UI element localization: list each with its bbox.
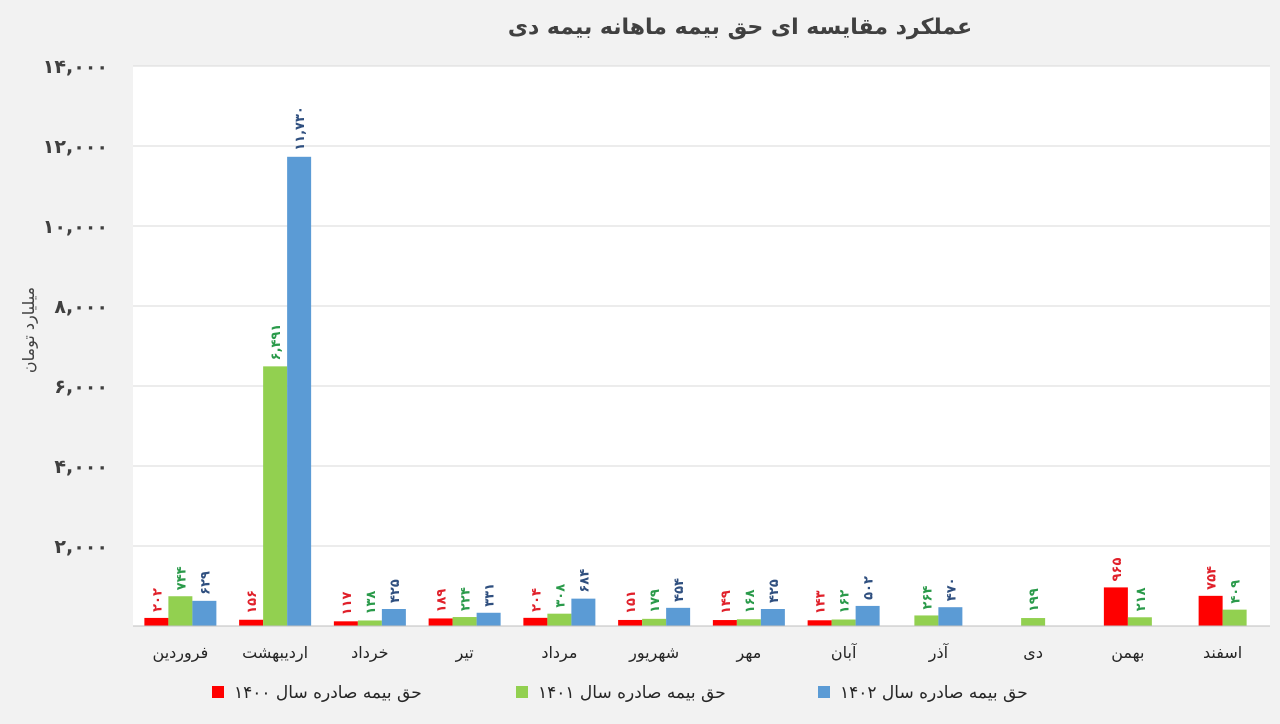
- bar: [192, 600, 217, 626]
- x-tick-label: اسفند: [1203, 643, 1242, 662]
- data-label: ۴۵۴: [672, 578, 687, 602]
- bar: [855, 605, 880, 626]
- x-tick-label: مهر: [735, 643, 761, 663]
- legend-label: حق بیمه صادره سال ۱۴۰۲: [840, 683, 1028, 703]
- bar: [938, 607, 963, 626]
- data-label: ۴۲۵: [767, 579, 782, 603]
- data-label: ۱۶۲: [838, 590, 853, 614]
- data-label: ۳۰۸: [553, 584, 568, 608]
- y-tick-label: ۱۲,۰۰۰: [43, 136, 108, 158]
- data-label: ۶,۴۹۱: [269, 324, 284, 361]
- data-label: ۱۵۶: [245, 590, 260, 614]
- bar: [736, 619, 761, 626]
- bar: [1222, 609, 1247, 626]
- data-label: ۲۰۴: [529, 588, 544, 612]
- data-label: ۹۶۵: [1110, 558, 1125, 582]
- x-tick-label: فروردین: [153, 643, 209, 663]
- data-label: ۷۵۴: [1205, 566, 1220, 590]
- bar: [807, 620, 832, 626]
- bar: [523, 617, 548, 626]
- data-label: ۱۵۱: [624, 590, 639, 614]
- bar: [642, 618, 667, 626]
- legend-marker: [212, 686, 224, 698]
- y-tick-label: ۴,۰۰۰: [54, 456, 108, 478]
- data-label: ۱۱,۷۳۰: [293, 106, 308, 151]
- y-tick-label: ۸,۰۰۰: [54, 296, 108, 318]
- bar: [618, 619, 643, 626]
- x-tick-label: شهریور: [628, 643, 679, 663]
- x-tick-label: دی: [1023, 643, 1043, 662]
- y-tick-label: ۲,۰۰۰: [54, 536, 108, 558]
- data-label: ۱۳۸: [364, 591, 379, 615]
- data-label: ۳۳۱: [483, 583, 498, 607]
- bar: [571, 598, 596, 626]
- data-label: ۱۹۹: [1027, 588, 1042, 612]
- data-label: ۱۸۹: [435, 589, 450, 613]
- chart-title: عملکرد مقایسه ای حق بیمه ماهانه بیمه دی: [508, 15, 972, 40]
- bar: [1103, 587, 1128, 626]
- data-label: ۴۲۵: [388, 579, 403, 603]
- y-tick-label: ۶,۰۰۰: [54, 376, 108, 398]
- bar: [831, 619, 856, 626]
- y-tick-label: ۱۴,۰۰۰: [43, 56, 108, 78]
- y-tick-label: ۱۰,۰۰۰: [43, 216, 108, 238]
- data-label: ۲۲۴: [459, 587, 474, 611]
- data-label: ۱۶۸: [743, 589, 758, 613]
- x-tick-label: بهمن: [1111, 643, 1144, 663]
- bar: [666, 607, 691, 626]
- bar: [263, 366, 288, 626]
- data-label: ۱۱۷: [340, 591, 355, 615]
- x-tick-label: آبان: [831, 643, 858, 662]
- bar: [168, 596, 193, 626]
- bar: [239, 619, 264, 626]
- data-label: ۱۴۹: [719, 590, 734, 614]
- legend-label: حق بیمه صادره سال ۱۴۰۰: [234, 683, 422, 703]
- bar: [1127, 617, 1152, 626]
- bar: [1198, 595, 1223, 626]
- data-label: ۲۰۲: [150, 588, 165, 612]
- data-label: ۴۰۹: [1229, 580, 1244, 604]
- data-label: ۲۶۴: [920, 586, 935, 610]
- bar: [760, 609, 785, 626]
- data-label: ۶۲۹: [198, 571, 213, 595]
- y-axis-title: میلیارد تومان: [19, 287, 39, 373]
- x-tick-label: آذر: [928, 643, 950, 663]
- bar: [452, 617, 477, 626]
- data-label: ۶۸۴: [577, 569, 592, 593]
- bar: [712, 620, 737, 626]
- data-label: ۷۴۴: [174, 566, 189, 590]
- bar: [333, 621, 358, 626]
- legend-marker: [818, 686, 830, 698]
- x-tick-label: تیر: [455, 643, 474, 663]
- legend-marker: [516, 686, 528, 698]
- bar: [287, 156, 312, 627]
- data-label: ۱۴۳: [814, 590, 829, 614]
- x-tick-label: خرداد: [351, 643, 388, 663]
- x-tick-label: مرداد: [541, 643, 577, 663]
- bar: [357, 620, 382, 626]
- x-tick-label: اردیبهشت: [242, 643, 308, 663]
- bar: [1021, 618, 1046, 626]
- bar: [914, 615, 939, 626]
- plot-area: [133, 66, 1270, 626]
- data-label: ۲۱۸: [1134, 587, 1149, 611]
- data-label: ۱۷۹: [648, 589, 663, 613]
- bar: [428, 618, 453, 626]
- legend-label: حق بیمه صادره سال ۱۴۰۱: [538, 683, 726, 703]
- bar: [144, 617, 169, 626]
- bar: [476, 612, 501, 626]
- bar: [381, 609, 406, 626]
- bar: [547, 613, 572, 626]
- data-label: ۴۷۰: [944, 577, 959, 601]
- data-label: ۵۰۲: [862, 576, 877, 600]
